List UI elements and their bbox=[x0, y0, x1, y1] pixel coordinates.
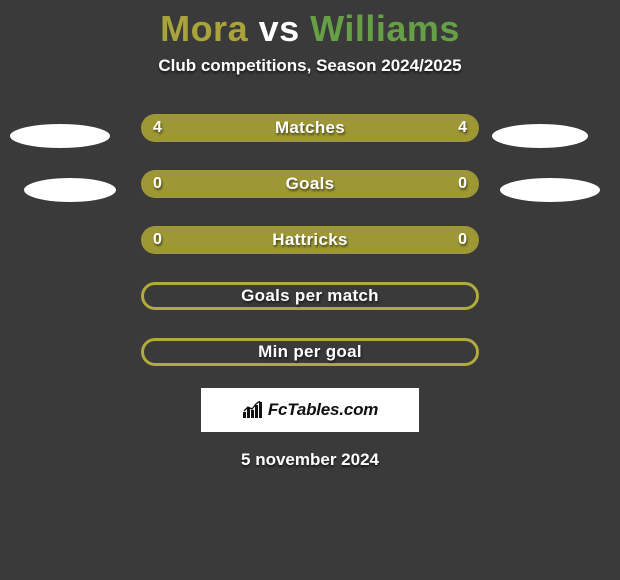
source-logo: FcTables.com bbox=[201, 388, 419, 432]
stat-label: Goals bbox=[286, 174, 335, 194]
page-title: Mora vs Williams bbox=[0, 0, 620, 50]
stat-label: Matches bbox=[275, 118, 345, 138]
title-player2: Williams bbox=[310, 8, 460, 49]
stat-value-right: 0 bbox=[458, 226, 467, 254]
stat-row: Min per goal bbox=[141, 338, 479, 366]
logo-text: FcTables.com bbox=[268, 400, 378, 420]
title-vs: vs bbox=[259, 8, 300, 49]
stat-label: Hattricks bbox=[272, 230, 347, 250]
stat-row: 4 Matches 4 bbox=[141, 114, 479, 142]
stat-value-left: 0 bbox=[153, 226, 162, 254]
decorative-ellipse bbox=[10, 124, 110, 148]
stat-row: 0 Hattricks 0 bbox=[141, 226, 479, 254]
stat-value-right: 0 bbox=[458, 170, 467, 198]
stat-value-left: 4 bbox=[153, 114, 162, 142]
decorative-ellipse bbox=[500, 178, 600, 202]
stat-value-right: 4 bbox=[458, 114, 467, 142]
comparison-card: Mora vs Williams Club competitions, Seas… bbox=[0, 0, 620, 580]
logo-text-wrap: FcTables.com bbox=[242, 400, 378, 420]
stat-rows: 4 Matches 4 0 Goals 0 0 Hattricks 0 Goals per mat… bbox=[0, 114, 620, 366]
decorative-ellipse bbox=[492, 124, 588, 148]
stat-label: Goals per match bbox=[241, 286, 379, 306]
title-player1: Mora bbox=[160, 8, 248, 49]
stat-value-left: 0 bbox=[153, 170, 162, 198]
snapshot-date: 5 november 2024 bbox=[0, 450, 620, 470]
barchart-icon bbox=[242, 401, 264, 419]
stat-row: 0 Goals 0 bbox=[141, 170, 479, 198]
stat-label: Min per goal bbox=[258, 342, 362, 362]
subtitle: Club competitions, Season 2024/2025 bbox=[0, 56, 620, 76]
stat-row: Goals per match bbox=[141, 282, 479, 310]
decorative-ellipse bbox=[24, 178, 116, 202]
